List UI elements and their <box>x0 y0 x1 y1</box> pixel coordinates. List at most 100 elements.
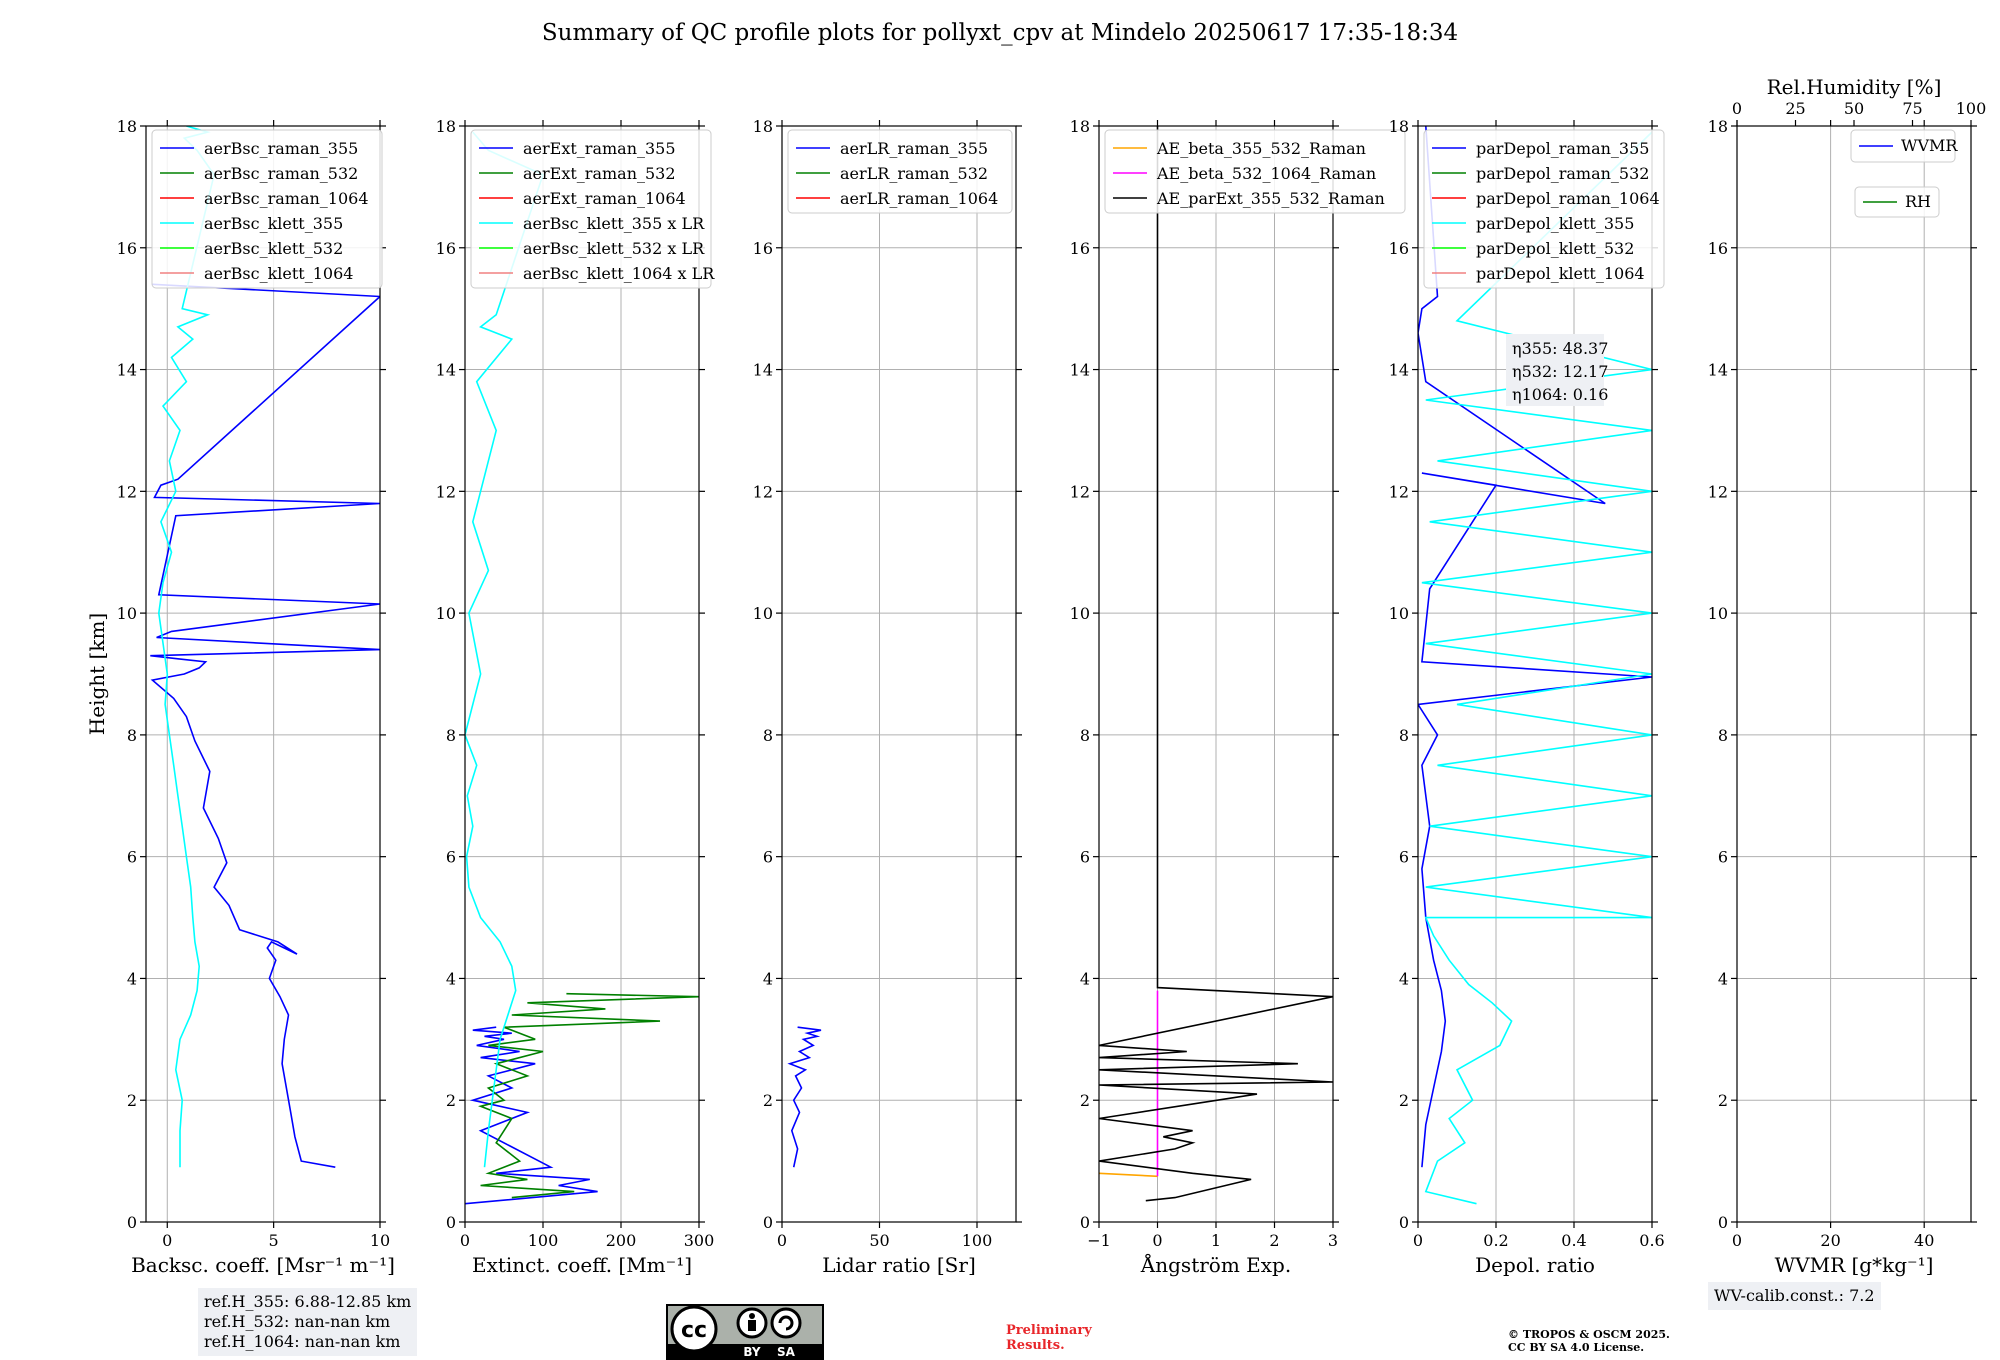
series-line-klett_355 <box>465 131 544 1168</box>
x-axis-label: Depol. ratio <box>1475 1253 1595 1277</box>
y-tick-label: 18 <box>1708 117 1728 136</box>
series-line-ae_355_532 <box>1099 1172 1158 1178</box>
eta-label: η1064: 0.16 <box>1512 385 1608 404</box>
y-tick-label: 4 <box>1718 969 1728 988</box>
y-tick-label: 16 <box>117 239 137 258</box>
refh-355: ref.H_355: 6.88-12.85 km <box>204 1292 412 1311</box>
axes-frame <box>145 125 381 1223</box>
x-tick-label: −1 <box>1087 1231 1111 1250</box>
legend-label-raman_532: parDepol_raman_532 <box>1476 164 1649 183</box>
svg-text:cc: cc <box>681 1318 707 1343</box>
legend-label-ae_532_1064: AE_beta_532_1064_Raman <box>1156 164 1376 183</box>
y-tick-label: 8 <box>127 726 137 745</box>
y-tick-label: 14 <box>1070 361 1090 380</box>
legend-label-raman_355: aerLR_raman_355 <box>840 139 988 158</box>
y-tick-label: 2 <box>1399 1091 1409 1110</box>
legend-label-raman_1064: parDepol_raman_1064 <box>1476 189 1660 208</box>
y-tick-label: 0 <box>1399 1213 1409 1232</box>
legend-box <box>151 129 383 289</box>
y-tick-label: 2 <box>1080 1091 1090 1110</box>
series-line-raman_355 <box>150 283 380 1168</box>
y-tick-label: 18 <box>117 117 137 136</box>
eta-label: η355: 48.37 <box>1512 339 1608 358</box>
legend-label-raman_532: aerLR_raman_532 <box>840 164 988 183</box>
x-axis-label: Ångström Exp. <box>1140 1252 1291 1277</box>
legend-box <box>470 129 712 289</box>
y-tick-label: 10 <box>117 604 137 623</box>
y-tick-label: 6 <box>1080 848 1090 867</box>
y-tick-label: 0 <box>763 1213 773 1232</box>
y-tick-label: 4 <box>127 969 137 988</box>
series-line-raman_355 <box>787 1026 822 1168</box>
legend-label-klett_1064: aerBsc_klett_1064 x LR <box>523 264 715 283</box>
x-axis-label: WVMR [g*kg⁻¹] <box>1775 1253 1934 1277</box>
y-tick-label: 10 <box>753 604 773 623</box>
x-tick-label: 10 <box>370 1231 390 1250</box>
wv-calib-box: WV-calib.const.: 7.2 <box>1708 1282 1881 1310</box>
figure-title: Summary of QC profile plots for pollyxt_… <box>541 20 1459 46</box>
eta-label: η532: 12.17 <box>1512 362 1608 381</box>
legend-label-wvmr: WVMR <box>1901 136 1958 155</box>
y-tick-label: 18 <box>436 117 456 136</box>
axes-frame <box>1736 125 1972 1223</box>
legend-label-klett_1064: aerBsc_klett_1064 <box>204 264 353 283</box>
x-tick-label: 0.4 <box>1561 1231 1586 1250</box>
legend-label-klett_355: aerBsc_klett_355 <box>204 214 343 233</box>
legend-label-ae_ext: AE_parExt_355_532_Raman <box>1156 189 1385 208</box>
x-tick-label: 200 <box>606 1231 637 1250</box>
y-tick-label: 10 <box>1389 604 1409 623</box>
series-line-raman_532 <box>478 992 699 1199</box>
y-tick-label: 4 <box>763 969 773 988</box>
y-tick-label: 12 <box>1708 482 1728 501</box>
top-x-tick-label: 100 <box>1956 99 1987 118</box>
preliminary-line-2: Results. <box>1006 1338 1065 1353</box>
y-tick-label: 8 <box>1718 726 1728 745</box>
refh-1064: ref.H_1064: nan-nan km <box>204 1332 401 1351</box>
y-tick-label: 6 <box>446 848 456 867</box>
x-tick-label: 1 <box>1211 1231 1221 1250</box>
y-tick-label: 14 <box>436 361 456 380</box>
legend-box <box>1104 129 1406 214</box>
y-tick-label: 16 <box>1070 239 1090 258</box>
top-x-axis-label: Rel.Humidity [%] <box>1767 75 1942 99</box>
y-tick-label: 18 <box>1389 117 1409 136</box>
legend-label-rh: RH <box>1905 192 1931 211</box>
y-tick-label: 14 <box>1708 361 1728 380</box>
y-tick-label: 10 <box>1070 604 1090 623</box>
top-x-tick-label: 0 <box>1732 99 1742 118</box>
legend-label-raman_355: aerExt_raman_355 <box>523 139 676 158</box>
legend-box <box>787 129 1013 214</box>
legend-label-raman_355: aerBsc_raman_355 <box>204 139 358 158</box>
eta-box <box>1506 334 1604 406</box>
y-tick-label: 14 <box>753 361 773 380</box>
y-tick-label: 8 <box>1399 726 1409 745</box>
x-tick-label: 40 <box>1914 1231 1934 1250</box>
y-tick-label: 2 <box>1718 1091 1728 1110</box>
series-line-raman_355 <box>465 1026 598 1205</box>
y-tick-label: 14 <box>1389 361 1409 380</box>
y-tick-label: 12 <box>1389 482 1409 501</box>
legend-label-klett_532: aerBsc_klett_532 <box>204 239 343 258</box>
y-tick-label: 16 <box>753 239 773 258</box>
series-line-ae_ext <box>1099 126 1333 1202</box>
y-tick-label: 18 <box>753 117 773 136</box>
y-tick-label: 14 <box>117 361 137 380</box>
y-tick-label: 0 <box>1080 1213 1090 1232</box>
y-tick-label: 8 <box>763 726 773 745</box>
legend-label-klett_532: aerBsc_klett_532 x LR <box>523 239 705 258</box>
reference-height-box: ref.H_355: 6.88-12.85 km ref.H_532: nan-… <box>198 1288 418 1356</box>
y-tick-label: 16 <box>1389 239 1409 258</box>
top-x-tick-label: 50 <box>1844 99 1864 118</box>
legend-label-klett_355: parDepol_klett_355 <box>1476 214 1634 233</box>
axes-frame <box>781 125 1017 1223</box>
y-tick-label: 12 <box>436 482 456 501</box>
y-tick-label: 0 <box>446 1213 456 1232</box>
top-x-tick-label: 75 <box>1902 99 1922 118</box>
copyright-line-1: © TROPOS & OSCM 2025. <box>1508 1328 1670 1341</box>
x-tick-label: 100 <box>962 1231 993 1250</box>
y-tick-label: 16 <box>436 239 456 258</box>
x-tick-label: 50 <box>869 1231 889 1250</box>
y-tick-label: 0 <box>127 1213 137 1232</box>
y-tick-label: 18 <box>1070 117 1090 136</box>
y-tick-label: 6 <box>1718 848 1728 867</box>
